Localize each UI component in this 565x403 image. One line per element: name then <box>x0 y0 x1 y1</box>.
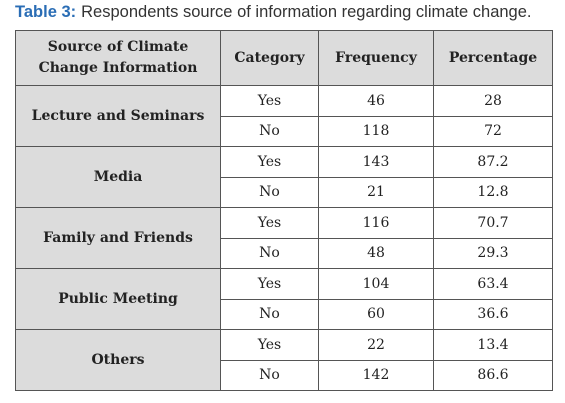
category-cell: No <box>220 359 319 391</box>
frequency-cell: 48 <box>318 237 434 269</box>
header-cell: Category <box>220 30 319 86</box>
category-cell: Yes <box>220 85 319 117</box>
frequency-cell: 22 <box>318 329 434 361</box>
header-row: Source of Climate Change Information Cate… <box>15 30 553 86</box>
frequency-cell: 143 <box>318 146 434 178</box>
table-row: Others Yes 22 13.4 <box>15 329 553 391</box>
percentage-cell: 13.4 <box>433 329 553 361</box>
table-row: Media Yes 143 87.2 <box>15 146 553 208</box>
percentage-cell: 29.3 <box>433 237 553 269</box>
source-cell: Media <box>15 146 221 208</box>
caption-text: Respondents source of information regard… <box>81 3 532 21</box>
source-cell: Family and Friends <box>15 207 221 269</box>
table-row: Lecture and Seminars Yes 46 28 <box>15 85 553 147</box>
category-cell: No <box>220 237 319 269</box>
percentage-cell: 70.7 <box>433 207 553 239</box>
frequency-cell: 118 <box>318 115 434 147</box>
category-cell: No <box>220 115 319 147</box>
percentage-cell: 86.6 <box>433 359 553 391</box>
percentage-cell: 87.2 <box>433 146 553 178</box>
table-row: No 60 36.6 <box>16 298 553 330</box>
frequency-cell: 60 <box>318 298 434 330</box>
table-body: Lecture and Seminars Yes 46 28 No 118 72 Media Y… <box>15 85 553 391</box>
percentage-cell: 28 <box>433 85 553 117</box>
category-cell: Yes <box>220 146 319 178</box>
header-cell: Percentage <box>433 30 553 86</box>
table-row: No 48 29.3 <box>16 237 553 269</box>
frequency-cell: 142 <box>318 359 434 391</box>
category-cell: Yes <box>220 268 319 300</box>
percentage-cell: 12.8 <box>433 176 553 208</box>
table: Source of Climate Change Information Cate… <box>15 30 553 391</box>
frequency-cell: 104 <box>318 268 434 300</box>
table-row: No 118 72 <box>16 115 553 147</box>
percentage-cell: 63.4 <box>433 268 553 300</box>
frequency-cell: 21 <box>318 176 434 208</box>
percentage-cell: 72 <box>433 115 553 147</box>
source-cell: Others <box>15 329 221 391</box>
table-row: Family and Friends Yes 116 70.7 <box>15 207 553 269</box>
category-cell: No <box>220 298 319 330</box>
category-cell: Yes <box>220 329 319 361</box>
category-cell: Yes <box>220 207 319 239</box>
source-cell: Public Meeting <box>15 268 221 330</box>
caption: Table 3: Respondents source of informatio… <box>15 3 531 22</box>
header-cell: Frequency <box>318 30 434 86</box>
frequency-cell: 116 <box>318 207 434 239</box>
table-row: No 142 86.6 <box>16 359 553 391</box>
source-cell: Lecture and Seminars <box>15 85 221 147</box>
percentage-cell: 36.6 <box>433 298 553 330</box>
table-row: Public Meeting Yes 104 63.4 <box>15 268 553 330</box>
table-row: No 21 12.8 <box>16 176 553 208</box>
category-cell: No <box>220 176 319 208</box>
frequency-cell: 46 <box>318 85 434 117</box>
header-cell: Source of Climate Change Information <box>15 30 221 86</box>
caption-label: Table 3: <box>15 3 77 21</box>
